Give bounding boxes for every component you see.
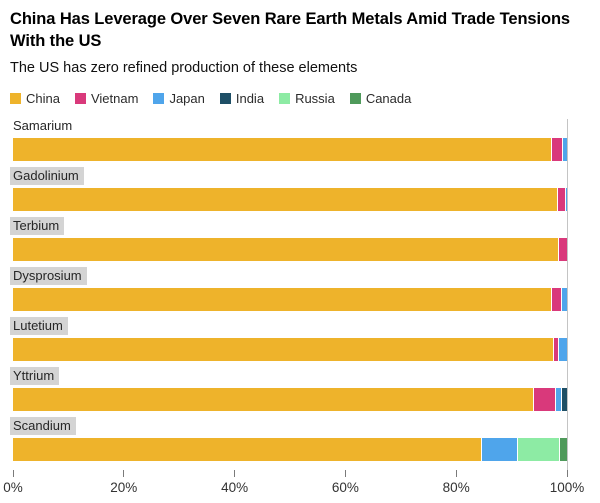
bar-segment-india bbox=[561, 388, 567, 412]
bar-label: Samarium bbox=[13, 118, 73, 134]
tick-mark bbox=[455, 470, 457, 478]
tick-label: 100% bbox=[549, 480, 585, 496]
legend-label: Russia bbox=[295, 90, 335, 106]
bar-segment-vietnam bbox=[553, 338, 559, 362]
legend-item-china: China bbox=[10, 91, 60, 106]
legend-label: Vietnam bbox=[90, 90, 139, 106]
stacked-bar bbox=[13, 338, 567, 362]
tick-label: 40% bbox=[221, 480, 249, 496]
chart-row-lutetium: Lutetium bbox=[10, 317, 567, 362]
plot-area: Samarium Gadolinium Terbium Dysprosium Lutet… bbox=[10, 117, 568, 472]
bar-segment-china bbox=[13, 188, 558, 212]
stacked-bar bbox=[13, 238, 567, 262]
stacked-bar bbox=[13, 138, 567, 162]
legend-item-canada: Canada bbox=[349, 90, 412, 106]
chart-row-yttrium: Yttrium bbox=[10, 367, 567, 412]
bar-segment-vietnam bbox=[557, 188, 565, 212]
chart-row-terbium: Terbium bbox=[10, 217, 567, 262]
legend-label: Canada bbox=[365, 90, 412, 106]
stacked-bar bbox=[13, 188, 567, 212]
tick-mark bbox=[344, 470, 346, 478]
bar-label: Dysprosium bbox=[10, 267, 87, 286]
bar-segment-japan bbox=[554, 388, 562, 412]
bar-segment-china bbox=[13, 138, 552, 162]
bar-label: Scandium bbox=[10, 417, 76, 436]
bar-segment-vietnam bbox=[533, 388, 555, 412]
chart-row-gadolinium: Gadolinium bbox=[10, 167, 567, 212]
bar-segment-china bbox=[13, 438, 482, 462]
bar-segment-china bbox=[13, 288, 551, 312]
bar-label: Gadolinium bbox=[10, 167, 84, 186]
legend-item-india: India bbox=[219, 90, 265, 106]
legend-label: Japan bbox=[169, 90, 205, 106]
bar-segment-vietnam bbox=[551, 138, 562, 162]
bar-label: Terbium bbox=[10, 217, 65, 236]
bar-segment-china bbox=[13, 388, 534, 412]
legend-swatch-india bbox=[219, 92, 231, 104]
legend-label: India bbox=[235, 90, 265, 106]
stacked-bar bbox=[13, 288, 567, 312]
chart-row-samarium: Samarium bbox=[13, 117, 567, 162]
bar-segment-japan bbox=[564, 188, 567, 212]
bar-label: Yttrium bbox=[10, 367, 60, 386]
chart-subtitle: The US has zero refined production of th… bbox=[10, 59, 358, 76]
legend: China Vietnam Japan India Russia Canada bbox=[10, 90, 590, 106]
chart-row-scandium: Scandium bbox=[10, 417, 567, 462]
bar-segment-japan bbox=[562, 138, 567, 162]
gridline-100pct bbox=[566, 119, 568, 472]
legend-item-japan: Japan bbox=[153, 90, 205, 106]
legend-swatch-vietnam bbox=[74, 92, 86, 104]
bar-segment-china bbox=[13, 238, 558, 262]
bar-segment-japan bbox=[560, 288, 567, 312]
x-axis: 0% 20% 40% 60% 80% 100% bbox=[3, 470, 584, 500]
tick-mark bbox=[234, 470, 236, 478]
stacked-bar bbox=[13, 438, 567, 462]
stacked-bar bbox=[13, 388, 567, 412]
tick-mark bbox=[566, 470, 568, 478]
bar-segment-japan bbox=[558, 338, 567, 362]
bar-segment-canada bbox=[558, 438, 567, 462]
tick-mark bbox=[12, 470, 14, 478]
tick-label: 20% bbox=[110, 480, 138, 496]
tick-label: 80% bbox=[442, 480, 470, 496]
legend-swatch-japan bbox=[153, 92, 165, 104]
legend-item-russia: Russia bbox=[279, 91, 335, 106]
legend-swatch-canada bbox=[349, 92, 361, 104]
bar-segment-vietnam bbox=[550, 288, 561, 312]
legend-swatch-russia bbox=[279, 92, 291, 104]
legend-label: China bbox=[26, 90, 60, 106]
tick-mark bbox=[123, 470, 125, 478]
legend-item-vietnam: Vietnam bbox=[74, 90, 139, 106]
bar-segment-china bbox=[13, 338, 554, 362]
chart-row-dysprosium: Dysprosium bbox=[10, 267, 567, 312]
legend-swatch-china bbox=[10, 92, 21, 104]
bar-segment-japan bbox=[481, 438, 518, 462]
tick-label: 60% bbox=[331, 480, 359, 496]
chart-title: China Has Leverage Over Seven Rare Earth… bbox=[10, 10, 571, 50]
bar-segment-russia bbox=[517, 438, 559, 462]
bar-segment-vietnam bbox=[557, 238, 567, 262]
tick-label: 0% bbox=[3, 480, 23, 496]
bar-label: Lutetium bbox=[10, 317, 68, 336]
